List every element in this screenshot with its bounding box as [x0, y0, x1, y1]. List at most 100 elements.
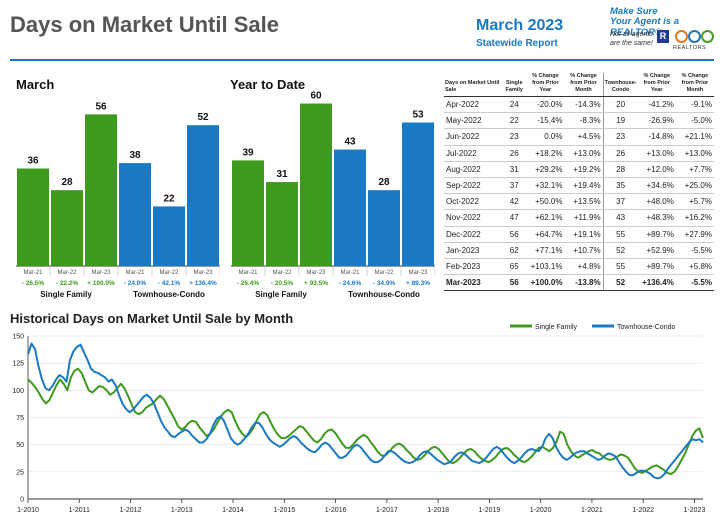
bar-value-label: 31 [276, 169, 288, 180]
x-tick-label: 1-2012 [120, 507, 142, 514]
x-tick-label: 1-2015 [273, 507, 295, 514]
table-cell: 22 [502, 112, 527, 130]
table-cell: 24 [502, 96, 527, 114]
table-cell: 31 [502, 161, 527, 178]
table-cell: -41.2% [637, 96, 676, 114]
bar [402, 122, 434, 266]
table-cell: 55 [602, 226, 638, 243]
table-cell: +16.2% [675, 209, 714, 227]
header-divider [10, 59, 714, 61]
report-month: March 2023 [476, 17, 564, 34]
bar-category-label: Mar-23 [408, 270, 428, 276]
x-tick-label: 1-2010 [17, 507, 39, 514]
table-cell: 26 [502, 145, 527, 162]
bar-category-label: Mar-22 [272, 270, 292, 276]
march-section-title: March [16, 77, 55, 92]
table-cell: +4.5% [564, 128, 604, 146]
association-logo-text: REALTORS [673, 45, 707, 51]
bar-change-label: + 100.0% [87, 280, 115, 287]
table-cell: Mar-2023 [444, 274, 503, 292]
bar-change-label: - 22.2% [56, 280, 79, 287]
table-cell: May-2022 [444, 112, 503, 130]
historical-chart-title: Historical Days on Market Until Sale by … [10, 311, 294, 326]
table-cell: -26.9% [637, 112, 676, 130]
table-cell: 23 [602, 128, 638, 146]
table-cell: 0.0% [526, 128, 565, 146]
table-header-cell: Single Family [502, 73, 527, 97]
realtor-r-logo-icon: R [657, 30, 669, 43]
group-label-single-family: Single Family [40, 290, 92, 299]
table-row: May-2022 22 -15.4% -8.3% 19 -26.9% -5.0% [444, 112, 714, 130]
table-row: Mar-2023 56 +100.0% -13.8% 52 +136.4% -5.5% [444, 274, 714, 292]
report-subtitle: Statewide Report [476, 38, 558, 49]
table-cell: +11.9% [564, 209, 604, 227]
bar [51, 190, 83, 266]
table-cell: 42 [502, 193, 527, 211]
table-cell: +103.1% [526, 258, 565, 276]
table-cell: Aug-2022 [444, 161, 503, 178]
bar-change-label: - 20.5% [271, 280, 294, 287]
table-cell: 37 [502, 177, 527, 195]
table-header-cell: % Change from Prior Month [564, 73, 604, 97]
table-cell: 56 [502, 226, 527, 243]
bar-value-label: 56 [95, 101, 107, 112]
x-tick-label: 1-2013 [171, 507, 193, 514]
table-cell: 56 [502, 274, 527, 292]
bar [187, 125, 219, 266]
table-row: Jul-2022 26 +18.2% +13.0% 26 +13.0% +13.0% [444, 145, 714, 162]
table-cell: 65 [502, 258, 527, 276]
bar-category-label: Mar-21 [23, 270, 43, 276]
association-logo-ring-icon [688, 30, 701, 43]
bar-category-label: Mar-23 [193, 270, 213, 276]
bar-value-label: 39 [242, 147, 254, 158]
table-cell: 52 [602, 274, 638, 292]
table-cell: 37 [602, 193, 638, 211]
monthly-data-table: Days on Market Until Sale Single Family % … [444, 73, 714, 292]
table-cell: +77.1% [526, 242, 565, 259]
table-cell: +50.0% [526, 193, 565, 211]
bar [300, 103, 332, 267]
table-cell: +25.0% [675, 177, 714, 195]
bar-value-label: 53 [412, 109, 424, 120]
table-cell: 35 [602, 177, 638, 195]
table-cell: +62.1% [526, 209, 565, 227]
table-header-cell: % Change from Prior Month [675, 73, 714, 97]
table-cell: +5.7% [675, 193, 714, 211]
table-cell: +19.4% [564, 177, 604, 195]
table-header-cell: Days on Market Until Sale [444, 73, 503, 97]
bar-category-label: Mar-21 [340, 270, 360, 276]
bar [17, 168, 49, 266]
table-cell: Jan-2023 [444, 242, 503, 259]
bar-category-label: Mar-22 [374, 270, 394, 276]
historical-line-chart: 0 25 50 75 100 125 150 1-2010 1-2011 1-2012 1-2013… [12, 324, 706, 514]
bar [232, 160, 264, 266]
table-cell: Oct-2022 [444, 193, 503, 211]
table-cell: Jul-2022 [444, 145, 503, 162]
table-cell: +29.2% [526, 161, 565, 178]
table-header-row: Days on Market Until Sale Single Family % … [444, 73, 714, 97]
bar-category-label: Mar-21 [238, 270, 258, 276]
y-tick-label: 0 [20, 497, 24, 504]
table-cell: +10.7% [564, 242, 604, 259]
table-cell: +19.2% [564, 161, 604, 178]
table-cell: +7.7% [675, 161, 714, 178]
realtor-tagline-1: Make Sure [610, 6, 658, 17]
table-cell: +34.6% [637, 177, 676, 195]
table-cell: 43 [602, 209, 638, 227]
bar-value-label: 36 [27, 156, 39, 167]
bar-category-label: Mar-23 [91, 270, 111, 276]
table-header-cell: Townhouse-Condo [602, 73, 638, 97]
x-tick-label: 1-2014 [222, 507, 244, 514]
table-cell: +13.0% [564, 145, 604, 162]
table-row: Feb-2023 65 +103.1% +4.8% 55 +89.7% +5.8% [444, 258, 714, 276]
table-row: Aug-2022 31 +29.2% +19.2% 28 +12.0% +7.7% [444, 161, 714, 178]
table-cell: Feb-2023 [444, 258, 503, 276]
table-cell: +89.7% [637, 226, 676, 243]
table-cell: 20 [602, 96, 638, 114]
bar [153, 206, 185, 266]
x-tick-label: 1-2021 [581, 507, 603, 514]
legend-label: Townhouse-Condo [617, 324, 675, 331]
bar-change-label: - 26.4% [237, 280, 260, 287]
table-cell: +5.8% [675, 258, 714, 276]
x-tick-label: 1-2023 [684, 507, 706, 514]
